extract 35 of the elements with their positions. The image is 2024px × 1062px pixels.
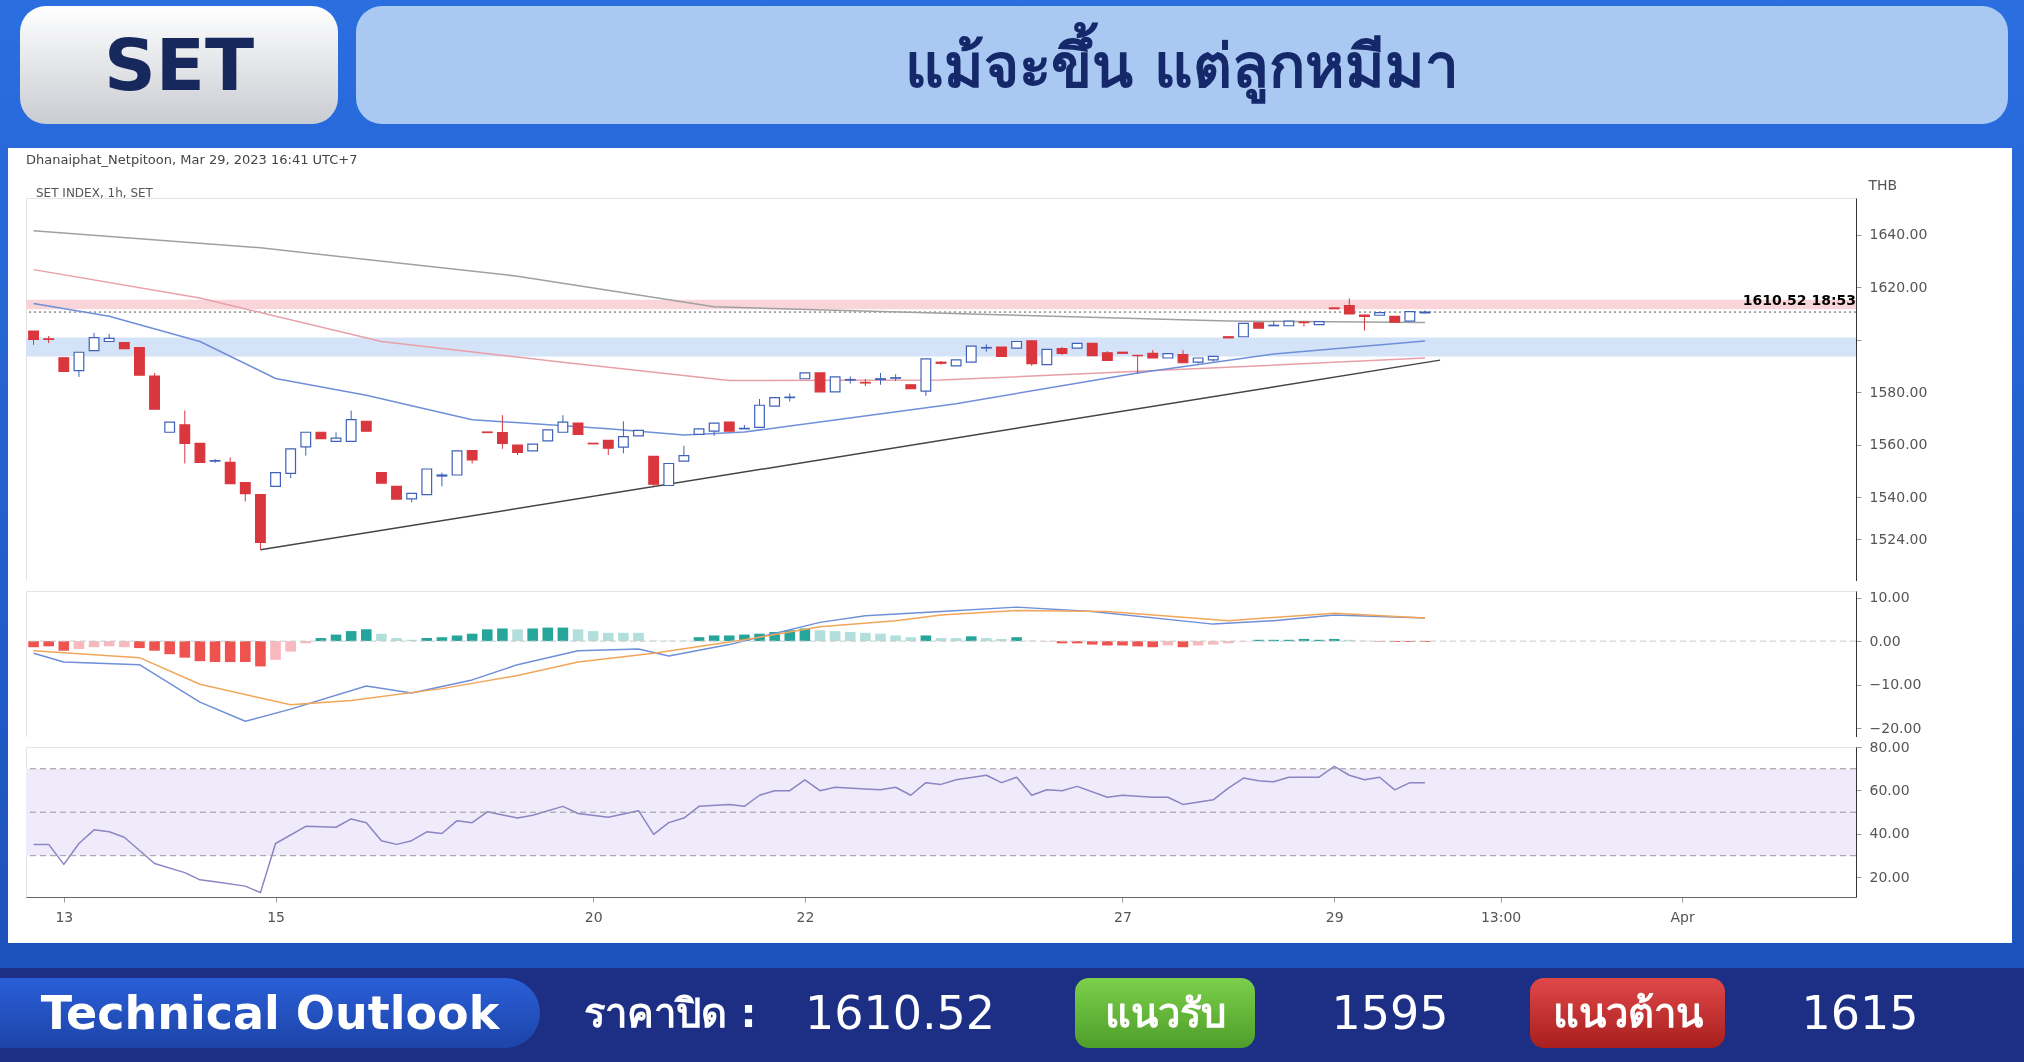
y-tick-label: 1580.00 bbox=[1869, 383, 1928, 400]
x-tick-label: 13:00 bbox=[1480, 908, 1522, 925]
y-tick-label: 20.00 bbox=[1869, 868, 1910, 885]
text: แนวต้าน bbox=[1530, 978, 1725, 1048]
x-tick-label: 13 bbox=[55, 908, 74, 925]
text: แนวรับ bbox=[1075, 978, 1255, 1048]
text: SET bbox=[20, 6, 338, 124]
y-tick-label: 1620.00 bbox=[1869, 278, 1928, 295]
text: Dhanaiphat_Netpitoon, Mar 29, 2023 16:41 UTC+7 bbox=[26, 152, 358, 167]
y-axis-title: THB bbox=[1867, 176, 1898, 193]
ref-line-label: 1610.52 18:53 bbox=[1742, 292, 1856, 309]
y-tick-label: 0.00 bbox=[1869, 632, 1901, 649]
x-tick-label: 22 bbox=[796, 908, 815, 925]
y-tick-label: 80.00 bbox=[1869, 738, 1910, 755]
text: ราคาปิด : bbox=[582, 989, 758, 1038]
text: 1595 bbox=[1330, 985, 1450, 1042]
x-tick-label: 20 bbox=[584, 908, 603, 925]
y-tick-label: −10.00 bbox=[1869, 676, 1922, 693]
y-tick-label: 1540.00 bbox=[1869, 488, 1928, 505]
y-tick-label: 60.00 bbox=[1869, 781, 1910, 798]
chart-subtitle: SET INDEX, 1h, SET bbox=[36, 186, 154, 200]
chart-title: แม้จะขึ้น แต่ลูกหมีมา bbox=[356, 6, 2008, 124]
y-tick-label: 1640.00 bbox=[1869, 226, 1928, 243]
y-tick-label: 40.00 bbox=[1869, 825, 1910, 842]
y-tick-label: 1524.00 bbox=[1869, 530, 1928, 547]
y-tick-label: 1560.00 bbox=[1869, 436, 1928, 453]
x-tick-label: 29 bbox=[1325, 908, 1344, 925]
text: 1610.52 bbox=[803, 985, 997, 1042]
text: 1615 bbox=[1800, 985, 1920, 1042]
x-tick-label: Apr bbox=[1670, 908, 1695, 925]
x-tick-label: 15 bbox=[267, 908, 285, 925]
y-tick-label: −20.00 bbox=[1869, 719, 1922, 736]
x-tick-label: 27 bbox=[1114, 908, 1132, 925]
text: Technical Outlook bbox=[0, 978, 540, 1048]
y-tick-label: 10.00 bbox=[1869, 589, 1910, 606]
